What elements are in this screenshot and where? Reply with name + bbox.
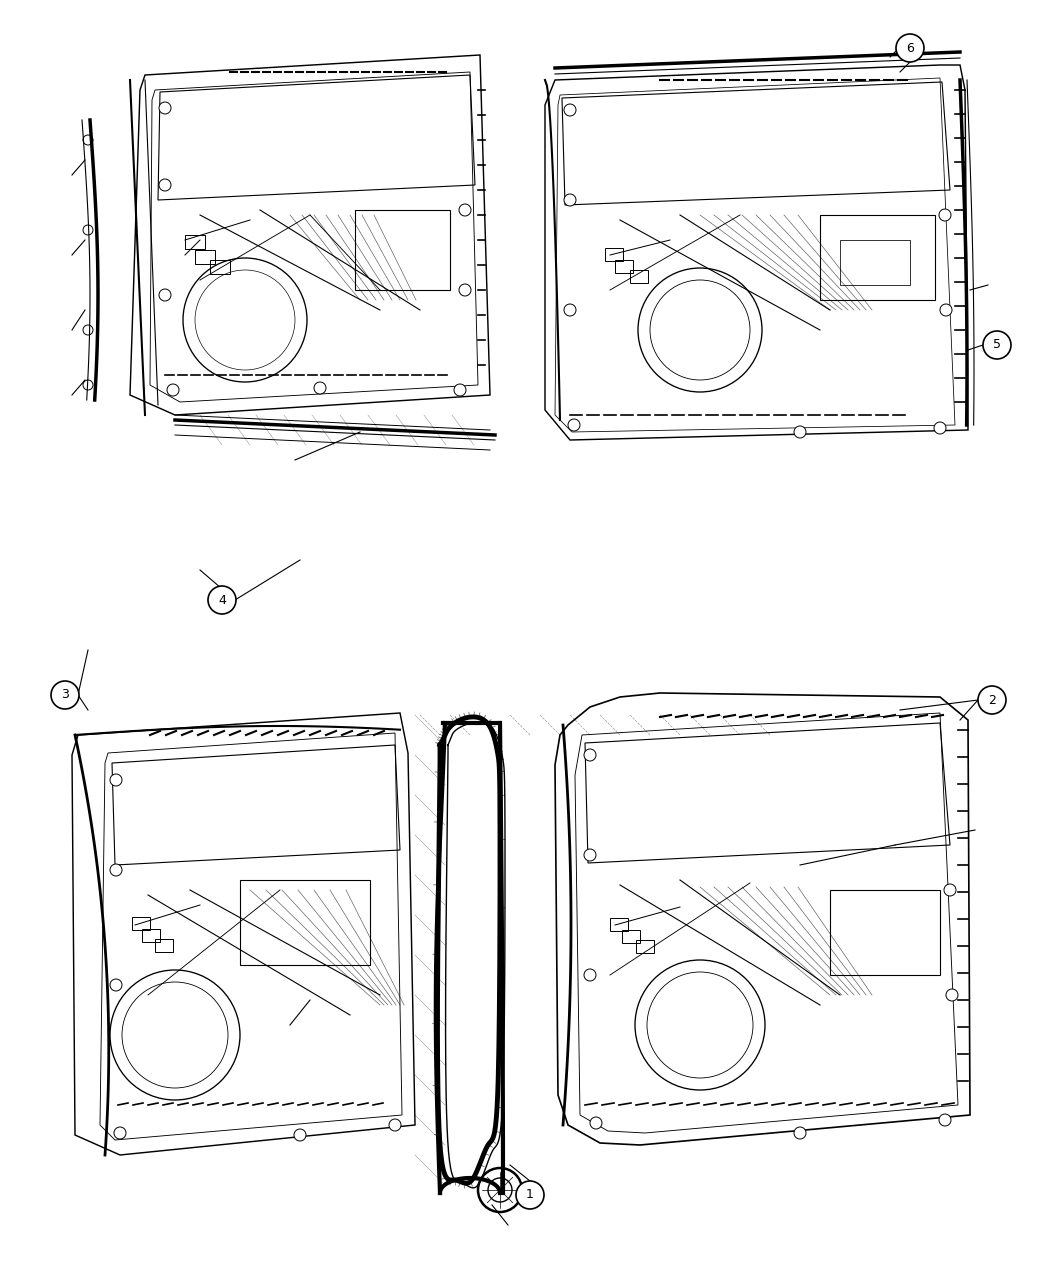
Circle shape [564,105,576,116]
Circle shape [944,884,956,896]
Circle shape [584,748,596,761]
Circle shape [110,864,122,876]
Circle shape [314,382,326,394]
Bar [610,918,628,931]
Circle shape [590,1117,602,1128]
Circle shape [294,1128,306,1141]
Circle shape [934,422,946,434]
Bar [840,240,910,286]
Circle shape [939,1114,951,1126]
Bar [622,929,640,944]
Circle shape [946,989,958,1001]
Circle shape [978,686,1006,714]
Bar [820,215,934,300]
Text: 2: 2 [988,694,996,706]
Text: 6: 6 [906,42,914,55]
Bar [355,210,450,289]
Bar [132,917,150,929]
Circle shape [110,774,122,785]
Circle shape [896,34,924,62]
Circle shape [208,586,236,615]
Circle shape [983,332,1011,360]
Circle shape [159,102,171,113]
Circle shape [564,194,576,207]
Circle shape [584,969,596,980]
Bar [830,890,940,975]
Bar [605,249,623,261]
Circle shape [940,303,952,316]
Circle shape [516,1181,544,1209]
Circle shape [794,1127,806,1139]
Circle shape [794,426,806,439]
Circle shape [159,289,171,301]
Bar [240,880,370,965]
Circle shape [454,384,466,397]
Circle shape [51,681,79,709]
Circle shape [159,179,171,191]
Circle shape [939,209,951,221]
Circle shape [114,1127,126,1139]
Bar [195,250,215,264]
Text: 5: 5 [993,338,1001,352]
Circle shape [167,384,178,397]
Text: 1: 1 [526,1188,534,1201]
Circle shape [459,284,471,296]
Circle shape [388,1119,401,1131]
Text: 4: 4 [218,593,226,607]
Bar [185,235,205,249]
Circle shape [568,419,580,431]
Bar [155,938,173,952]
Bar [615,260,633,273]
Circle shape [459,204,471,215]
Circle shape [110,979,122,991]
Bar [630,270,648,283]
Text: 3: 3 [61,688,69,701]
Bar [210,260,230,274]
Bar [142,929,160,942]
Bar [636,940,654,952]
Circle shape [584,849,596,861]
Circle shape [564,303,576,316]
